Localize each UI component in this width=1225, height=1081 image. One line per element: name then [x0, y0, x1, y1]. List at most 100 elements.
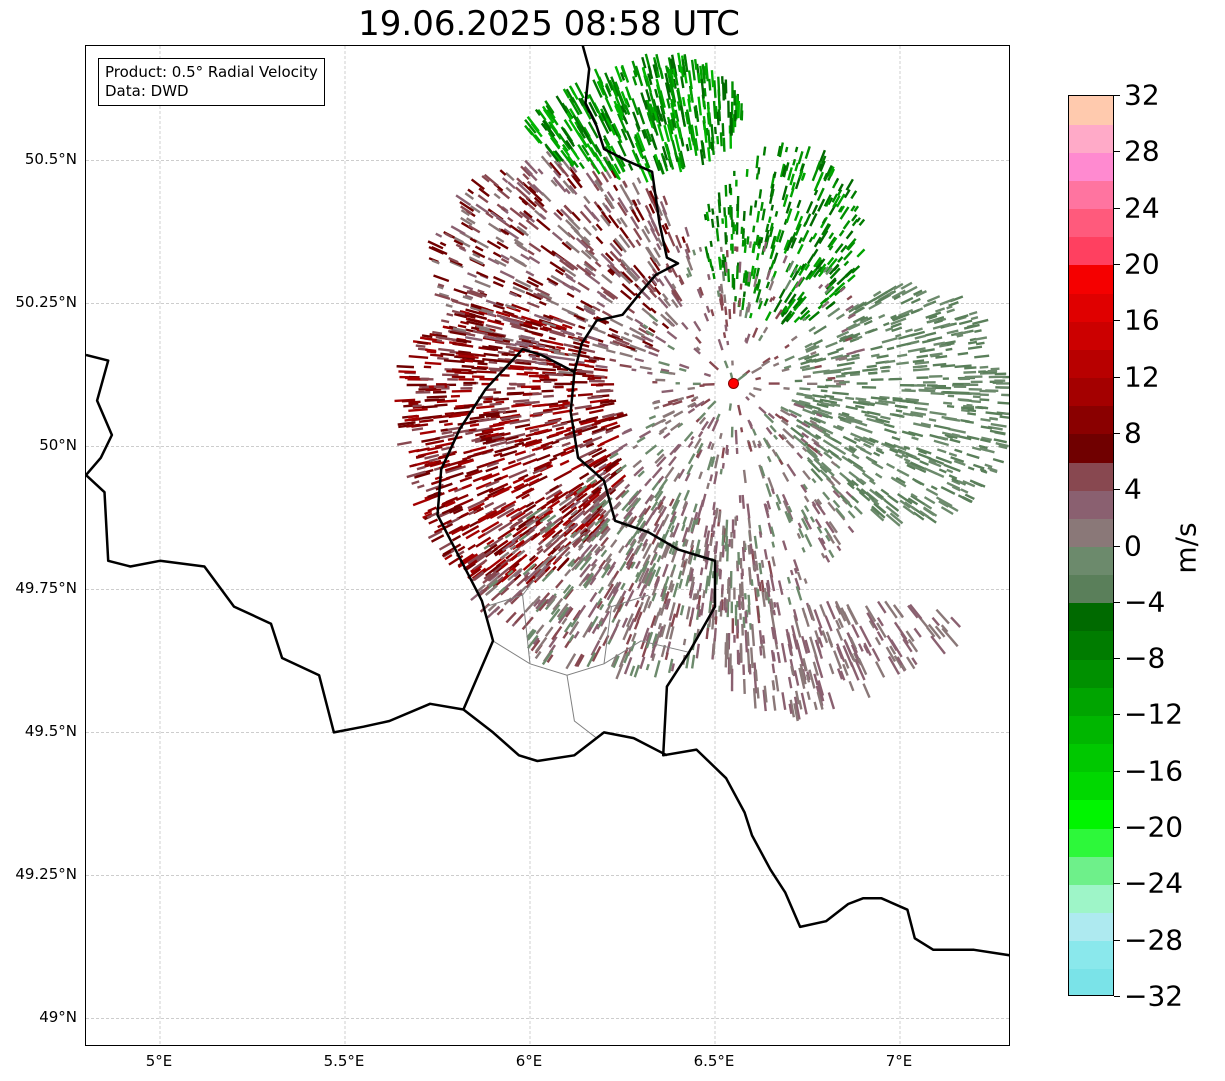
- velocity-echo-gate: [842, 663, 849, 676]
- velocity-echo-gate: [846, 350, 856, 356]
- velocity-echo-gate: [496, 203, 506, 212]
- velocity-echo-gate: [570, 522, 579, 530]
- velocity-echo-gate: [749, 312, 753, 319]
- velocity-echo-gate: [553, 211, 563, 221]
- velocity-echo-gate: [564, 569, 572, 577]
- velocity-echo-gate: [679, 105, 686, 127]
- velocity-echo-gate: [837, 617, 844, 629]
- velocity-echo-gate: [605, 143, 612, 152]
- velocity-echo-gate: [803, 353, 820, 361]
- velocity-echo-gate: [724, 541, 728, 550]
- colorbar-segment: [1069, 208, 1113, 238]
- velocity-echo-gate: [856, 382, 868, 385]
- velocity-echo-gate: [631, 333, 643, 341]
- velocity-echo-gate: [453, 288, 468, 295]
- velocity-echo-gate: [516, 574, 529, 587]
- velocity-echo-gate: [629, 344, 647, 353]
- velocity-echo-gate: [763, 685, 768, 703]
- velocity-echo-gate: [705, 530, 711, 545]
- velocity-echo-gate: [809, 516, 815, 523]
- velocity-echo-gate: [792, 158, 797, 166]
- velocity-echo-gate: [565, 219, 579, 233]
- velocity-echo-gate: [778, 142, 785, 158]
- velocity-echo-gate: [577, 541, 585, 549]
- velocity-echo-gate: [652, 64, 659, 79]
- velocity-echo-gate: [435, 433, 455, 440]
- velocity-echo-gate: [524, 569, 538, 583]
- velocity-echo-gate: [818, 283, 824, 290]
- velocity-echo-gate: [838, 356, 848, 362]
- velocity-echo-gate: [575, 331, 583, 336]
- velocity-echo-gate: [776, 651, 781, 664]
- velocity-echo-gate: [515, 540, 525, 549]
- velocity-echo-gate: [550, 179, 558, 187]
- velocity-echo-gate: [485, 323, 503, 331]
- velocity-echo-gate: [695, 643, 700, 659]
- velocity-echo-gate: [652, 523, 660, 533]
- velocity-echo-gate: [411, 459, 433, 468]
- velocity-echo-gate: [648, 103, 655, 114]
- velocity-echo-gate: [641, 572, 649, 584]
- velocity-echo-gate: [483, 426, 504, 433]
- velocity-echo-gate: [804, 533, 813, 548]
- velocity-echo-gate: [670, 54, 678, 76]
- velocity-echo-gate: [681, 321, 689, 331]
- velocity-echo-gate: [765, 426, 773, 435]
- velocity-echo-gate: [933, 341, 946, 347]
- velocity-echo-gate: [954, 448, 963, 454]
- velocity-echo-gate: [505, 611, 517, 624]
- velocity-echo-gate: [505, 435, 519, 442]
- velocity-echo-gate: [834, 243, 844, 254]
- velocity-echo-gate: [671, 522, 680, 538]
- velocity-echo-gate: [544, 418, 561, 425]
- velocity-echo-gate: [759, 646, 763, 656]
- velocity-echo-gate: [629, 538, 637, 547]
- velocity-echo-gate: [835, 313, 845, 321]
- velocity-echo-gate: [530, 190, 543, 202]
- velocity-echo-gate: [564, 588, 574, 600]
- velocity-echo-gate: [794, 379, 803, 383]
- velocity-echo-gate: [792, 434, 807, 448]
- velocity-echo-gate: [896, 468, 910, 478]
- velocity-echo-gate: [806, 456, 814, 464]
- velocity-echo-gate: [587, 395, 603, 400]
- colorbar-segment: [1069, 490, 1113, 519]
- velocity-echo-gate: [576, 654, 585, 668]
- velocity-echo-gate: [902, 638, 913, 653]
- velocity-echo-gate: [517, 510, 534, 522]
- velocity-echo-gate: [658, 430, 665, 436]
- velocity-echo-gate: [778, 230, 785, 243]
- velocity-echo-gate: [486, 239, 501, 250]
- velocity-echo-gate: [946, 404, 955, 408]
- velocity-echo-gate: [707, 571, 712, 587]
- velocity-echo-gate: [742, 678, 746, 694]
- velocity-echo-gate: [571, 528, 582, 539]
- velocity-echo-gate: [733, 587, 736, 600]
- velocity-echo-gate: [619, 272, 632, 285]
- velocity-echo-gate: [815, 502, 826, 516]
- velocity-echo-gate: [859, 316, 869, 322]
- velocity-echo-gate: [609, 452, 619, 460]
- velocity-echo-gate: [689, 576, 695, 591]
- velocity-echo-gate: [892, 396, 903, 401]
- velocity-echo-gate: [687, 440, 694, 449]
- velocity-echo-gate: [907, 638, 919, 653]
- velocity-echo-gate: [595, 223, 603, 232]
- velocity-echo-gate: [847, 510, 856, 519]
- colorbar-segment: [1069, 377, 1113, 407]
- velocity-echo-gate: [733, 634, 736, 643]
- velocity-echo-gate: [485, 563, 501, 577]
- velocity-echo-gate: [842, 645, 854, 667]
- velocity-echo-gate: [657, 159, 665, 175]
- velocity-echo-gate: [968, 388, 982, 391]
- velocity-echo-gate: [940, 340, 956, 346]
- velocity-echo-gate: [766, 591, 771, 604]
- velocity-echo-gate: [477, 289, 485, 294]
- velocity-echo-gate: [891, 326, 903, 333]
- velocity-echo-gate: [483, 400, 493, 404]
- colorbar-tick-label: −12: [1124, 697, 1184, 731]
- velocity-echo-gate: [485, 211, 494, 219]
- velocity-echo-gate: [799, 309, 811, 321]
- velocity-echo-gate: [687, 386, 695, 391]
- velocity-echo-gate: [594, 518, 602, 527]
